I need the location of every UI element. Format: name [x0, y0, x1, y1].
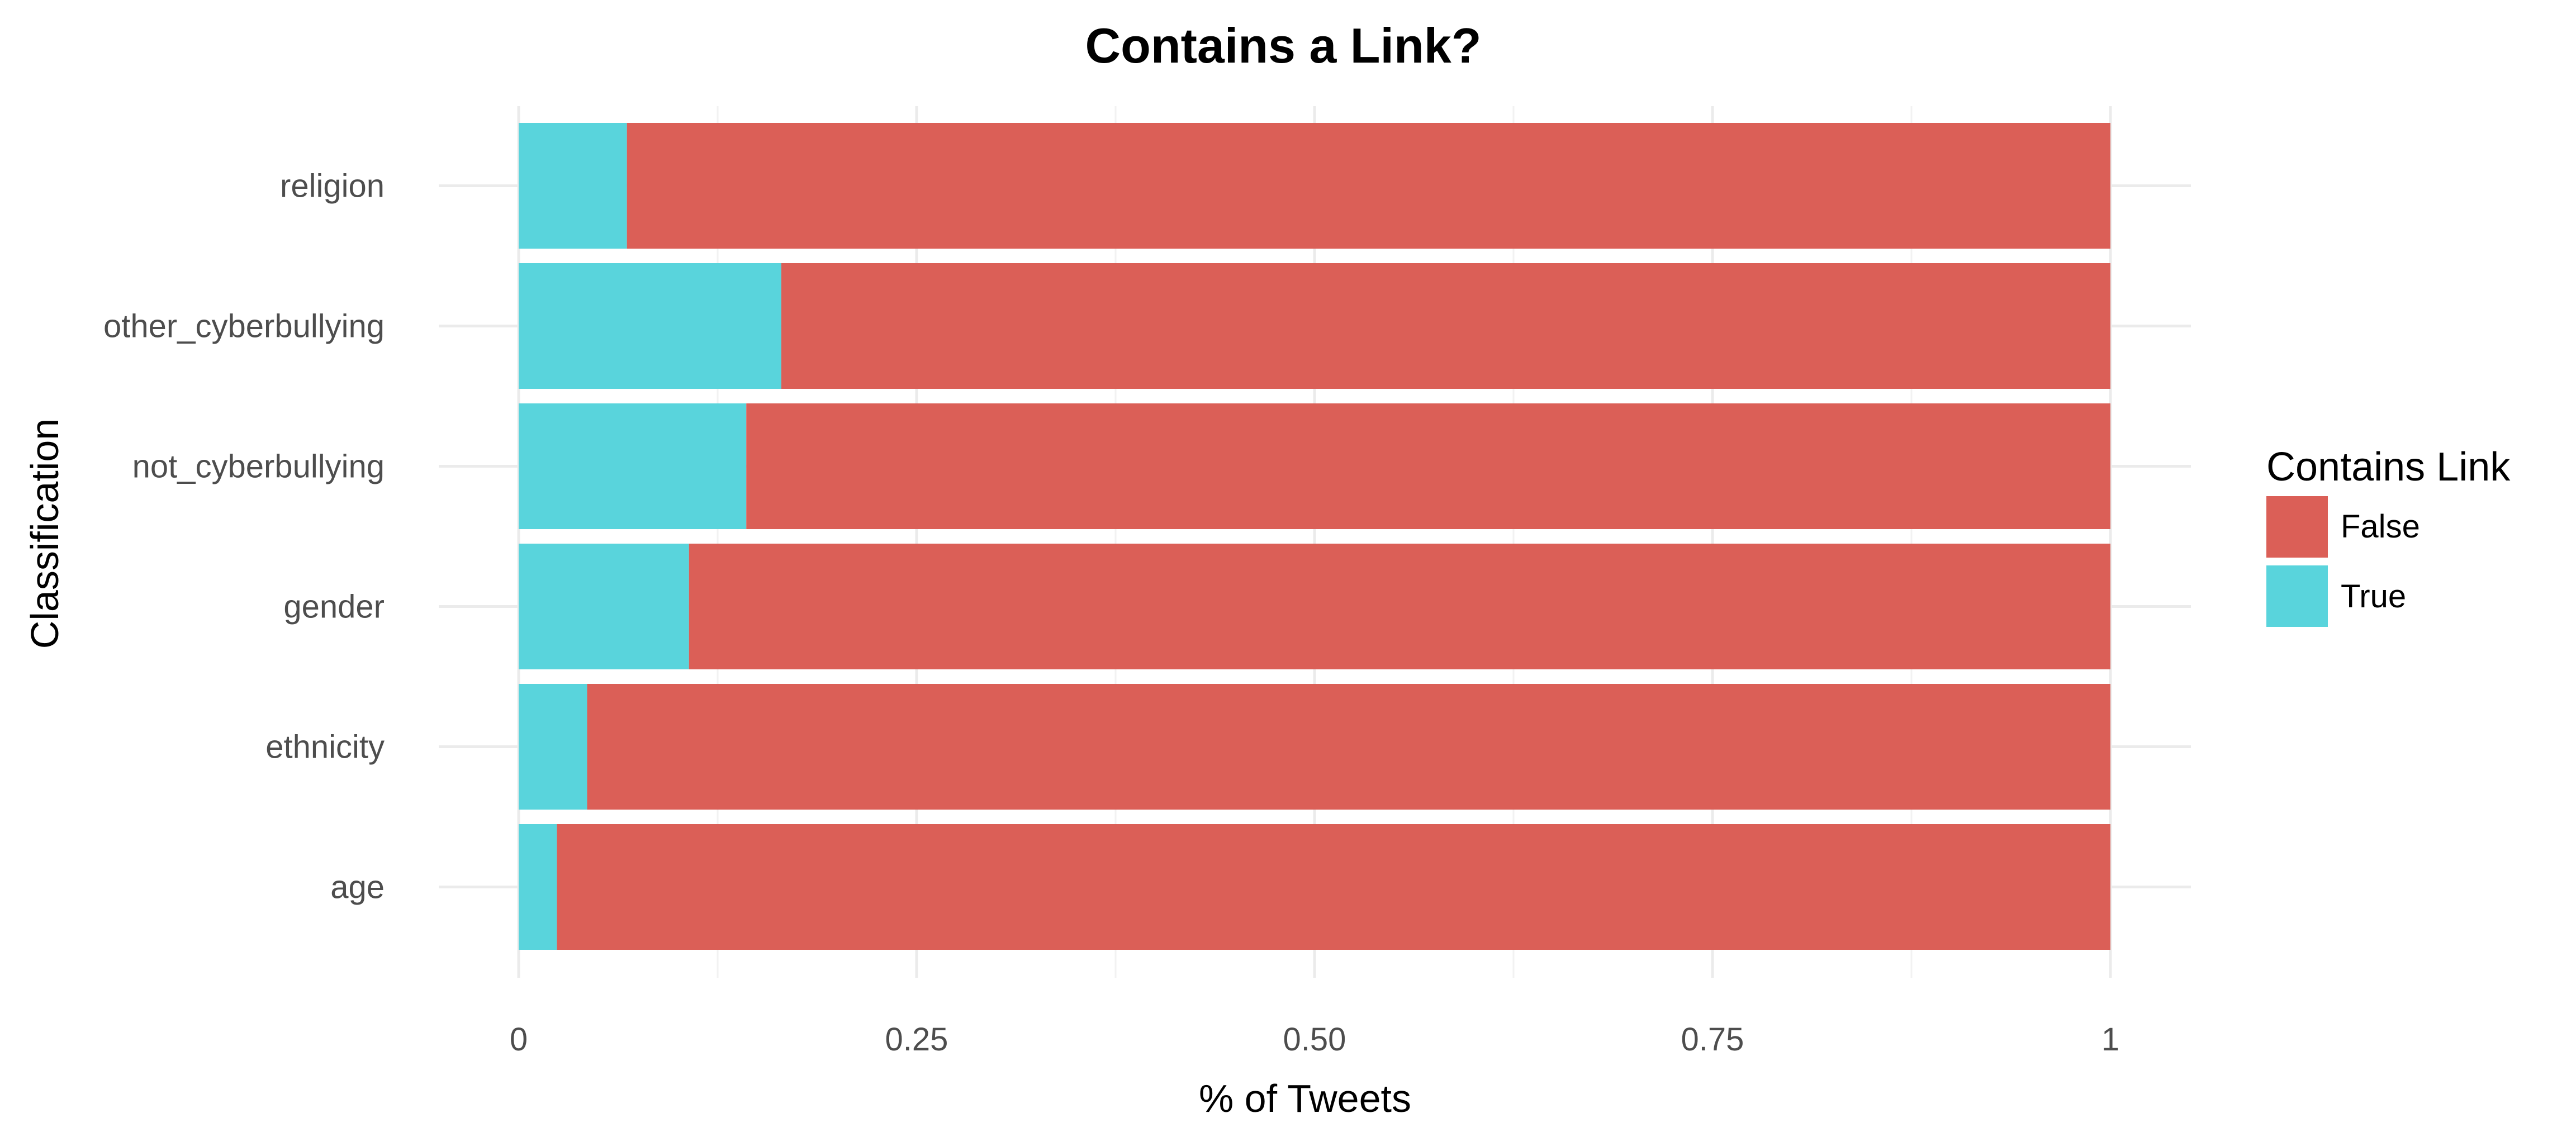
y-tick-label: gender [283, 589, 385, 625]
bar-ethnicity-true [519, 684, 587, 810]
x-tick-label: 0 [510, 1021, 528, 1058]
chart-title: Contains a Link? [1085, 18, 1482, 73]
y-tick-label: not_cyberbullying [132, 449, 385, 485]
bar-gender-false [689, 544, 2111, 669]
bar-age-true [519, 824, 557, 950]
bar-other_cyberbullying-true [519, 263, 781, 389]
y-tick-label: other_cyberbullying [103, 308, 385, 345]
y-tick-label: ethnicity [265, 729, 385, 765]
x-tick-label: 0.25 [885, 1021, 948, 1058]
y-tick-label: age [330, 869, 385, 906]
bar-religion-true [519, 123, 627, 249]
x-tick-label: 0.75 [1681, 1021, 1744, 1058]
legend-swatch-true [2266, 565, 2328, 627]
bar-gender-true [519, 544, 689, 669]
x-tick-label: 0.50 [1283, 1021, 1346, 1058]
bar-not_cyberbullying-false [746, 403, 2110, 529]
bar-not_cyberbullying-true [519, 403, 747, 529]
legend-title: Contains Link [2266, 445, 2511, 489]
x-axis-ticks: 0 0.25 0.50 0.75 1 [510, 1021, 2119, 1058]
legend-label-false: False [2341, 508, 2420, 545]
legend-label-true: True [2341, 578, 2406, 615]
legend-swatch-false [2266, 496, 2328, 558]
y-axis-title: Classification [23, 418, 67, 649]
bar-religion-false [627, 123, 2110, 249]
y-axis-ticks: religion other_cyberbullying not_cyberbull… [103, 168, 385, 906]
bars [519, 123, 2111, 950]
bar-age-false [557, 824, 2110, 950]
legend: Contains Link False True [2266, 445, 2511, 627]
bar-other_cyberbullying-false [781, 263, 2111, 389]
x-axis-title: % of Tweets [1199, 1077, 1411, 1120]
x-tick-label: 1 [2101, 1021, 2119, 1058]
y-tick-label: religion [280, 168, 385, 204]
bar-ethnicity-false [587, 684, 2111, 810]
